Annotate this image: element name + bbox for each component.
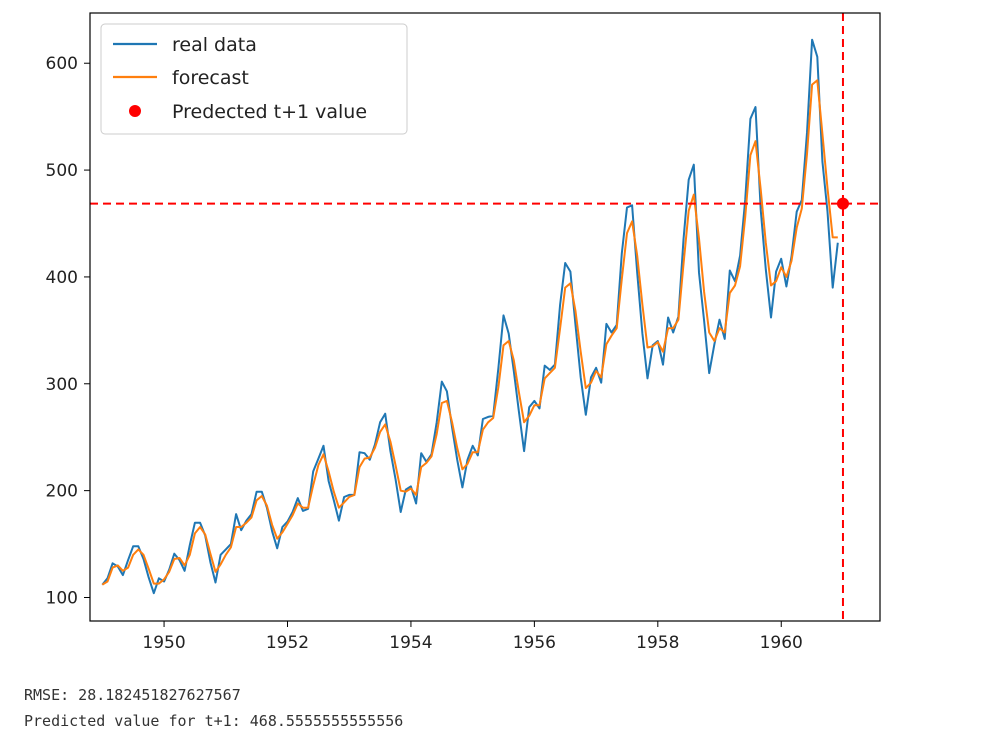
plot-frame	[89, 12, 881, 622]
forecast-chart: 1950 1952 1954 1956 1958 1960 100 200 300 400 500…	[46, 12, 881, 653]
y-tick-label: 600	[46, 54, 78, 74]
legend-box	[100, 23, 408, 135]
legend-label-predicted: Predected t+1 value	[172, 101, 367, 123]
legend-swatch-predicted	[129, 105, 141, 117]
predicted-point	[836, 197, 849, 210]
rmse-output: RMSE: 28.182451827627567	[24, 686, 241, 704]
y-tick-label: 100	[46, 588, 78, 608]
y-tick-label: 500	[46, 161, 78, 181]
x-tick-label: 1958	[636, 633, 679, 653]
predicted-value-output: Predicted value for t+1: 468.55555555555…	[24, 712, 404, 730]
x-tick-label: 1954	[389, 633, 432, 653]
x-tick-label: 1950	[142, 633, 185, 653]
legend-label-real-data: real data	[172, 34, 257, 56]
x-tick-label: 1960	[760, 633, 803, 653]
x-tick-label: 1956	[513, 633, 556, 653]
y-tick-label: 200	[46, 482, 78, 502]
y-tick-label: 300	[46, 375, 78, 395]
legend-label-forecast: forecast	[172, 67, 249, 89]
legend: real data forecast Predected t+1 value	[100, 23, 408, 135]
y-tick-label: 400	[46, 268, 78, 288]
series-line-forecast	[101, 79, 838, 586]
x-tick-label: 1952	[266, 633, 309, 653]
